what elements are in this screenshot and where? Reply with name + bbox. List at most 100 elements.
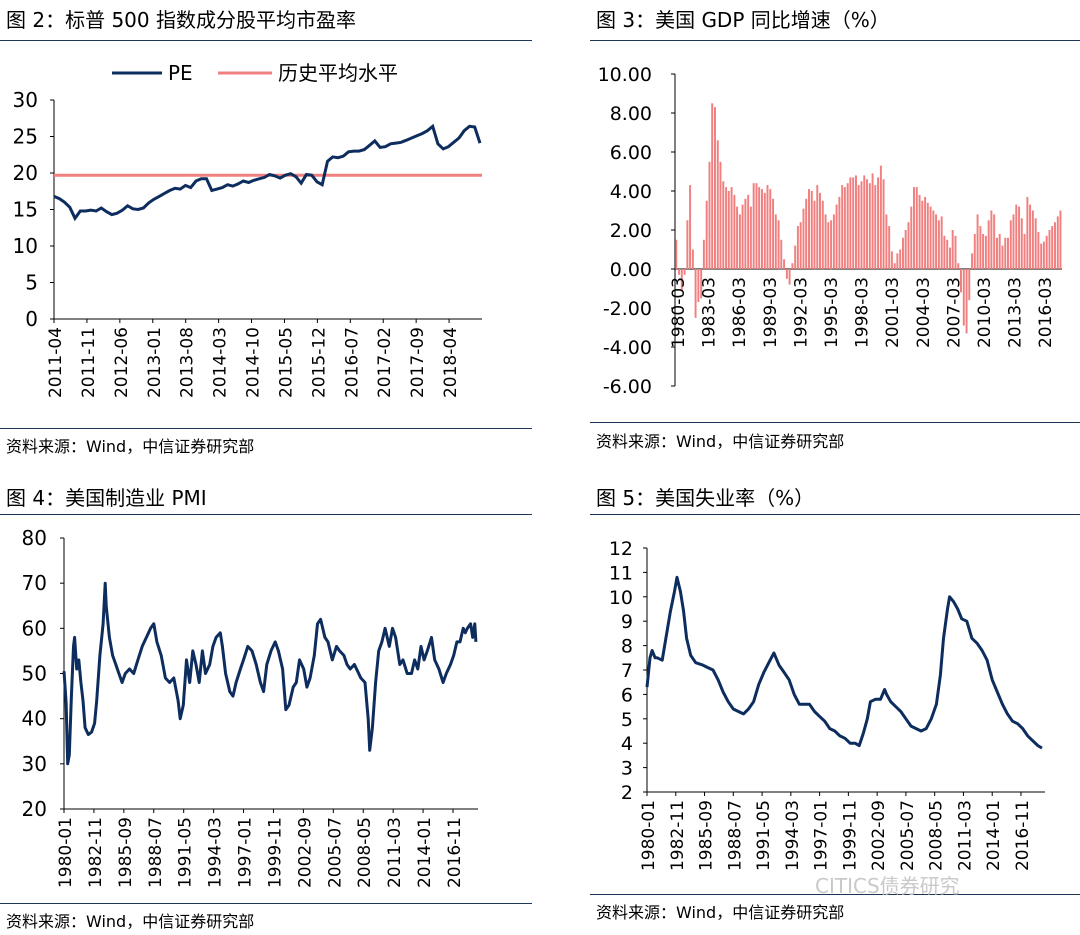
gdp-bar bbox=[772, 198, 775, 269]
gdp-bar bbox=[871, 173, 874, 269]
x-tick-label: 2010-03 bbox=[975, 277, 995, 348]
x-tick-label: 1999-11 bbox=[840, 800, 860, 871]
gdp-bar bbox=[744, 198, 747, 269]
series-pmi-line bbox=[62, 581, 478, 766]
x-tick-label: 2011-03 bbox=[385, 817, 405, 888]
x-tick-label: 2016-11 bbox=[445, 817, 465, 888]
gdp-bar bbox=[802, 208, 805, 269]
x-tick-label: 1980-03 bbox=[669, 277, 689, 348]
gdp-bar bbox=[749, 206, 752, 269]
gdp-bar bbox=[1059, 210, 1062, 269]
gdp-bar bbox=[849, 177, 852, 269]
y-tick-label: 50 bbox=[22, 662, 47, 686]
gdp-bar bbox=[819, 192, 821, 269]
x-tick-label: 1985-09 bbox=[116, 817, 136, 888]
x-tick-label: 1982-11 bbox=[86, 817, 106, 888]
y-tick-label: 70 bbox=[22, 571, 47, 595]
y-tick-label: 9 bbox=[621, 611, 633, 633]
y-tick-label: 15 bbox=[13, 198, 38, 222]
y-tick-label: 0.00 bbox=[610, 259, 652, 281]
gdp-bar bbox=[877, 177, 880, 269]
gdp-bar bbox=[885, 214, 888, 269]
gdp-bar bbox=[946, 239, 949, 270]
legend-pe-label: PE bbox=[168, 61, 193, 85]
y-tick-label: 10 bbox=[13, 234, 38, 258]
gdp-bar bbox=[929, 206, 932, 269]
gdp-bar bbox=[824, 214, 827, 269]
gdp-bar bbox=[1031, 210, 1034, 269]
x-tick-label: 2014-10 bbox=[244, 327, 264, 398]
gdp-bar bbox=[932, 210, 935, 269]
x-tick-label: 1991-05 bbox=[176, 817, 196, 888]
gdp-bar bbox=[973, 233, 976, 269]
y-tick-label: 40 bbox=[22, 707, 47, 731]
x-tick-label: 2013-03 bbox=[1006, 277, 1026, 348]
gdp-bar bbox=[686, 220, 689, 270]
gdp-bar bbox=[780, 239, 783, 270]
gdp-bar bbox=[678, 269, 681, 275]
x-tick-label: 1988-07 bbox=[725, 800, 745, 871]
x-tick-label: 2008-05 bbox=[927, 800, 947, 871]
gdp-bar bbox=[714, 107, 716, 269]
gdp-bar bbox=[1034, 218, 1037, 269]
gdp-bar bbox=[951, 230, 954, 269]
gdp-bar bbox=[954, 235, 957, 269]
gdp-bar bbox=[785, 269, 788, 279]
y-tick-label: 2.00 bbox=[610, 220, 652, 242]
gdp-bar bbox=[874, 185, 877, 269]
x-tick-label: 1991-05 bbox=[754, 800, 774, 871]
y-tick-label: 10.00 bbox=[598, 64, 652, 86]
gdp-bar bbox=[1045, 235, 1048, 269]
gdp-bar bbox=[697, 269, 700, 303]
gdp-bar bbox=[1048, 230, 1051, 269]
y-tick-label: 11 bbox=[609, 562, 633, 584]
title-rule bbox=[0, 40, 532, 41]
y-tick-label: 0 bbox=[25, 307, 38, 331]
gdp-bar bbox=[1051, 226, 1054, 269]
source-note: 资料来源：Wind，中信证券研究部 bbox=[6, 437, 255, 456]
gdp-bar bbox=[940, 216, 943, 269]
gdp-bar bbox=[733, 194, 736, 269]
gdp-bar bbox=[683, 269, 686, 275]
x-tick-label: 2016-03 bbox=[1036, 277, 1056, 348]
gdp-bar bbox=[987, 220, 990, 270]
gdp-bar bbox=[918, 194, 921, 269]
panel-title: 图 5：美国失业率（%） bbox=[596, 486, 815, 510]
gdp-bar bbox=[1026, 196, 1029, 269]
gdp-bar bbox=[879, 165, 882, 269]
gdp-bar bbox=[1040, 243, 1043, 269]
gdp-bar bbox=[805, 198, 808, 269]
source-rule bbox=[590, 422, 1080, 423]
gdp-bar bbox=[711, 103, 714, 270]
gdp-bar bbox=[913, 187, 915, 269]
gdp-bar bbox=[752, 183, 755, 269]
gdp-bar bbox=[857, 185, 860, 269]
gdp-bar bbox=[832, 214, 835, 269]
source-note: 资料来源：Wind，中信证券研究部 bbox=[596, 432, 845, 451]
pmi-chart: 20 30 40 50 60 70 80 1980-01 1982-11 1985-09 1988-… bbox=[22, 526, 478, 888]
source-rule bbox=[590, 894, 1080, 895]
x-tick-label: 2018-04 bbox=[441, 327, 461, 398]
gdp-bar bbox=[1056, 216, 1059, 269]
gdp-bar bbox=[993, 214, 996, 269]
gdp-bar bbox=[810, 191, 813, 269]
gdp-bar bbox=[921, 200, 924, 270]
gdp-bar bbox=[855, 175, 857, 269]
gdp-bar bbox=[860, 181, 863, 270]
x-tick-label: 1992-03 bbox=[791, 277, 811, 348]
gdp-bar bbox=[763, 192, 766, 269]
y-tick-label: 30 bbox=[13, 88, 38, 112]
y-tick-label: 4 bbox=[621, 733, 633, 755]
gdp-bar bbox=[904, 230, 907, 269]
gdp-bar bbox=[680, 269, 683, 291]
gdp-bar bbox=[949, 247, 951, 269]
series-pe-line bbox=[53, 123, 482, 222]
gdp-bar bbox=[896, 253, 899, 269]
x-tick-label: 1982-11 bbox=[668, 800, 688, 871]
y-tick-label: -4.00 bbox=[603, 337, 652, 359]
gdp-bar bbox=[1018, 206, 1021, 269]
gdp-bar bbox=[830, 220, 833, 270]
gdp-bar bbox=[962, 269, 965, 326]
x-tick-label: 2015-05 bbox=[276, 327, 296, 398]
x-tick-label: 1983-03 bbox=[700, 277, 720, 348]
